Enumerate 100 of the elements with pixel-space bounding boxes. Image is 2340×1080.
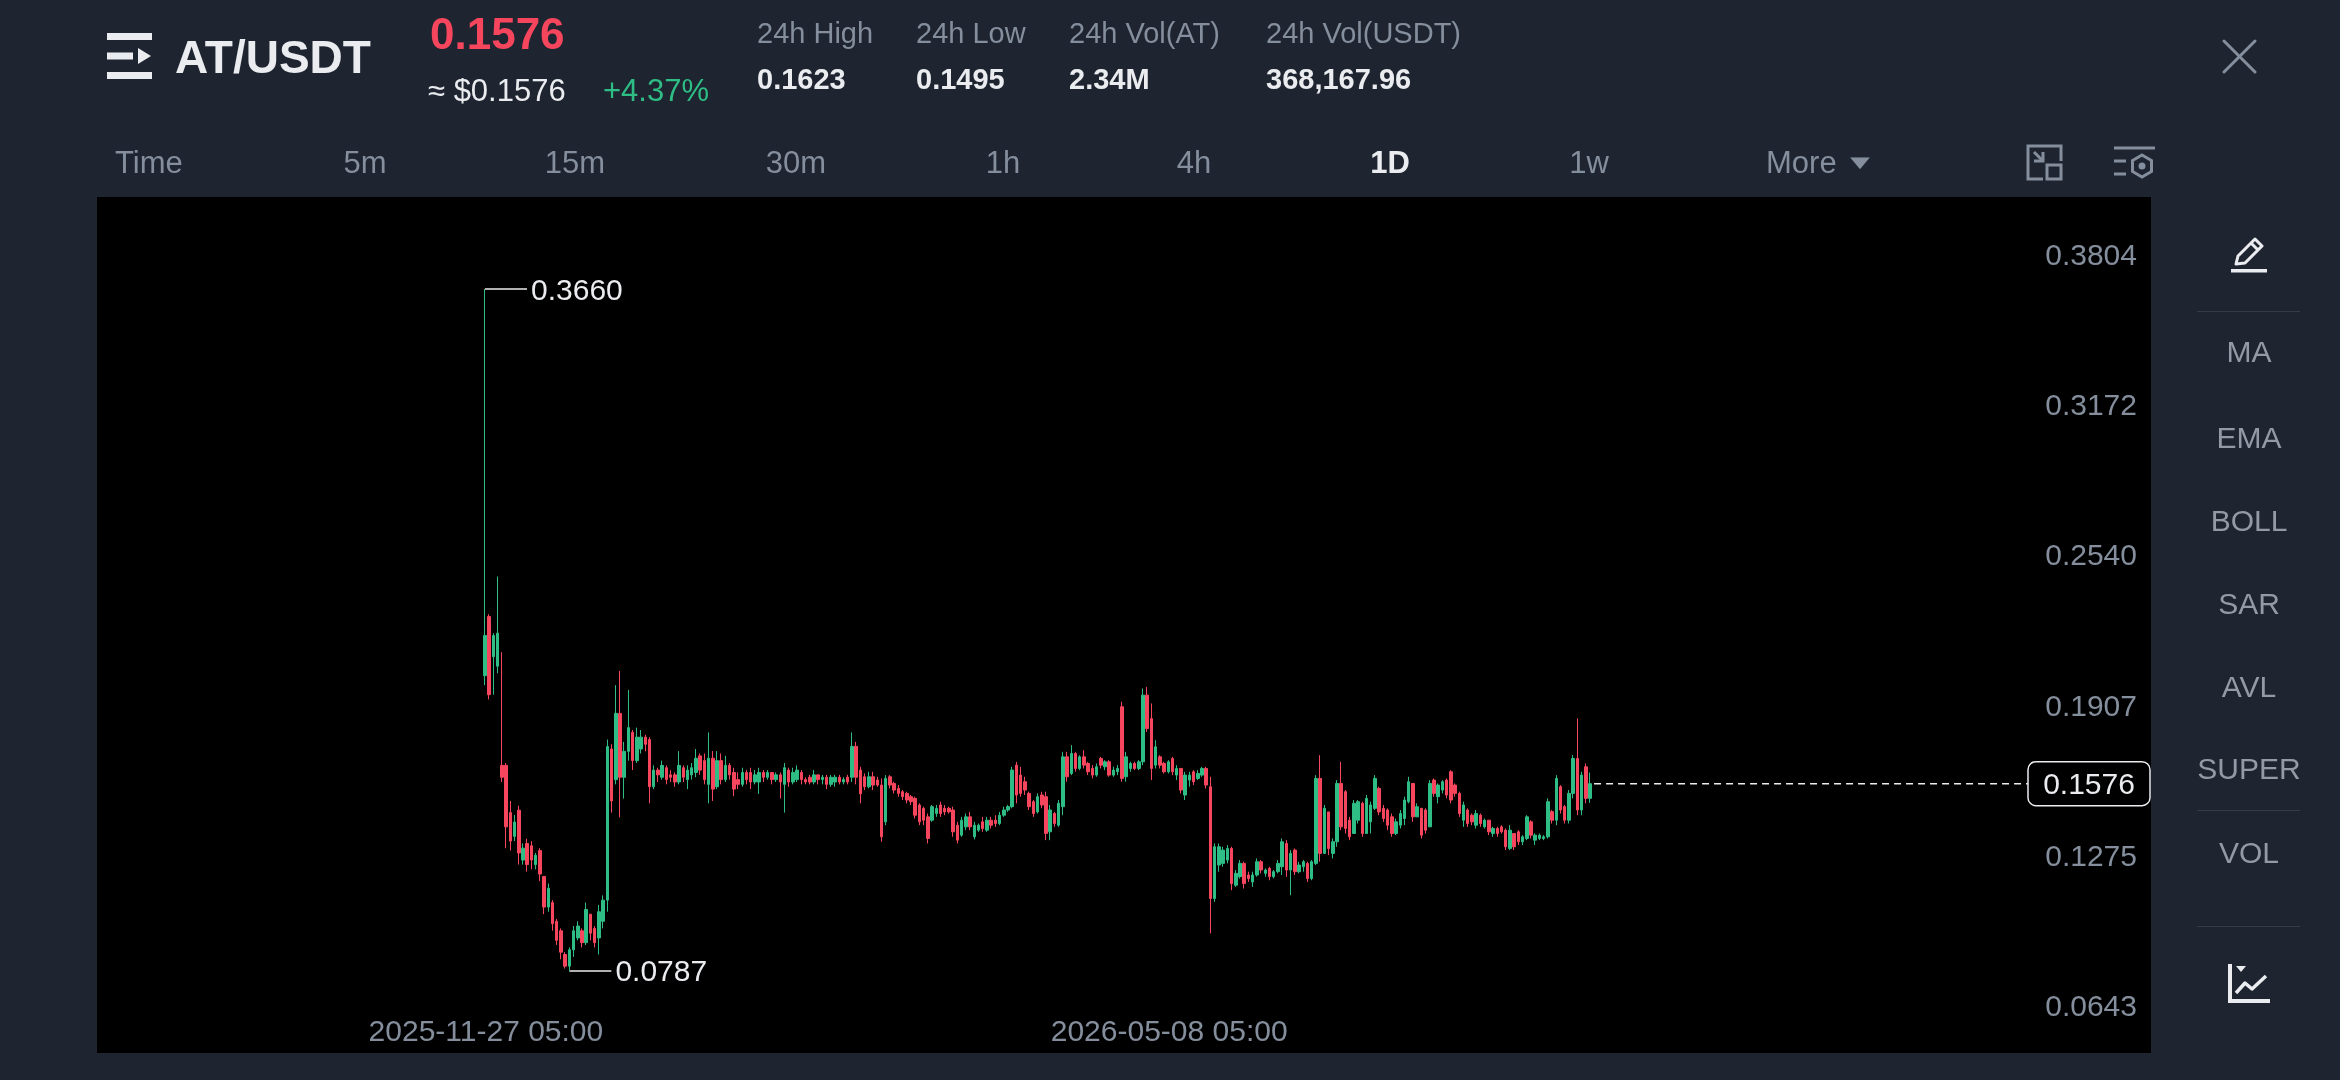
x-tick-label: 2025-11-27 05:00 — [368, 1013, 604, 1047]
candlestick — [686, 764, 689, 790]
candlestick — [614, 684, 618, 785]
annotation: 0.0787 — [615, 954, 708, 988]
candlestick — [1015, 761, 1018, 804]
candlestick — [905, 791, 909, 804]
candlestick — [800, 769, 803, 785]
candlestick — [1352, 799, 1356, 834]
candlestick — [487, 613, 491, 700]
candlestick — [1289, 849, 1292, 896]
candlestick — [1512, 832, 1516, 851]
chart-title: AT/USDT — [175, 30, 371, 84]
candlestick — [1209, 776, 1212, 934]
candlestick — [711, 750, 715, 802]
text: SAR — [2218, 586, 2280, 622]
text: 1w — [1569, 145, 1609, 181]
candlestick — [1504, 828, 1507, 851]
candlestick — [850, 731, 854, 783]
candlestick — [1171, 756, 1174, 776]
text: 0.1495 — [916, 63, 1005, 97]
text: EMA — [2216, 420, 2282, 456]
candlestick — [483, 288, 487, 686]
candlestick — [783, 762, 786, 814]
candlestick — [1230, 846, 1233, 891]
candlestick — [1327, 811, 1330, 856]
candlestick — [1158, 754, 1162, 769]
candlestick — [930, 804, 934, 823]
candlestick — [787, 767, 790, 788]
text: 24h High — [757, 17, 874, 51]
candlestick — [1306, 861, 1309, 883]
candlestick — [1584, 762, 1588, 804]
candlestick — [825, 774, 828, 790]
candlestick — [1044, 791, 1048, 841]
candlestick — [1550, 809, 1554, 825]
candlestick — [521, 842, 525, 866]
candlestick — [1449, 769, 1453, 804]
candlestick — [981, 816, 984, 833]
candlestick — [1487, 819, 1491, 836]
candlestick — [1167, 759, 1170, 774]
candlestick — [757, 767, 761, 795]
y-tick-label: 0.2540 — [2045, 538, 2137, 572]
candlestick — [1107, 759, 1111, 778]
candlestick — [694, 748, 698, 778]
candlestick — [1436, 782, 1440, 804]
candlestick — [682, 764, 685, 783]
candlestick — [584, 902, 588, 946]
candlestick — [1154, 739, 1157, 769]
candlestick — [542, 875, 546, 915]
text: 0.1623 — [757, 63, 846, 97]
candlestick — [1588, 771, 1592, 804]
candlestick — [749, 767, 752, 790]
text: 368,167.96 — [1266, 63, 1412, 97]
candlestick — [1546, 797, 1550, 839]
candlestick — [816, 774, 820, 785]
candlestick — [534, 852, 537, 870]
text: VOL — [2218, 835, 2280, 871]
y-tick-label: 0.3172 — [2045, 388, 2137, 422]
candlestick — [1124, 751, 1128, 783]
candlestick — [1293, 847, 1297, 876]
text: 24h Vol(USDT) — [1266, 17, 1462, 51]
candlestick — [939, 801, 942, 818]
text: 24h Vol(AT) — [1069, 17, 1220, 51]
candlestick — [656, 767, 660, 783]
y-tick-label: 0.0643 — [2045, 988, 2137, 1022]
candlestick — [660, 760, 664, 781]
candlestick — [1323, 804, 1326, 854]
candlestick — [741, 767, 744, 788]
candlestick — [838, 774, 841, 785]
candlestick — [1010, 766, 1014, 809]
candlestick — [1103, 759, 1107, 771]
candlestick — [1365, 794, 1368, 834]
candlestick — [779, 771, 782, 800]
text: 24h Low — [916, 17, 1026, 51]
candlestick — [1339, 761, 1343, 831]
candlestick — [1432, 777, 1436, 798]
candlestick — [1411, 782, 1415, 823]
candlestick — [985, 816, 989, 833]
candlestick — [1116, 764, 1119, 776]
text: 2.34M — [1069, 63, 1150, 97]
candlestick — [1179, 767, 1183, 794]
candlestick — [1242, 861, 1246, 890]
candlestick — [1318, 754, 1322, 863]
candlestick — [888, 774, 892, 789]
candlestick — [618, 670, 622, 818]
text: 1h — [985, 145, 1021, 181]
text: 15m — [544, 145, 606, 181]
text: 4h — [1176, 145, 1212, 181]
candlestick — [812, 769, 816, 785]
candlestick — [1112, 766, 1115, 778]
text: More — [1766, 145, 1837, 181]
candlestick — [513, 814, 516, 842]
candlestick — [715, 750, 719, 790]
candlestick — [547, 883, 550, 913]
candlestick — [707, 731, 710, 804]
candlestick — [1555, 774, 1558, 826]
candlestick — [1280, 837, 1284, 876]
candlestick — [1533, 832, 1537, 846]
candlestick — [517, 805, 521, 866]
candlestick — [580, 927, 584, 948]
annotation: 0.3660 — [531, 272, 623, 306]
